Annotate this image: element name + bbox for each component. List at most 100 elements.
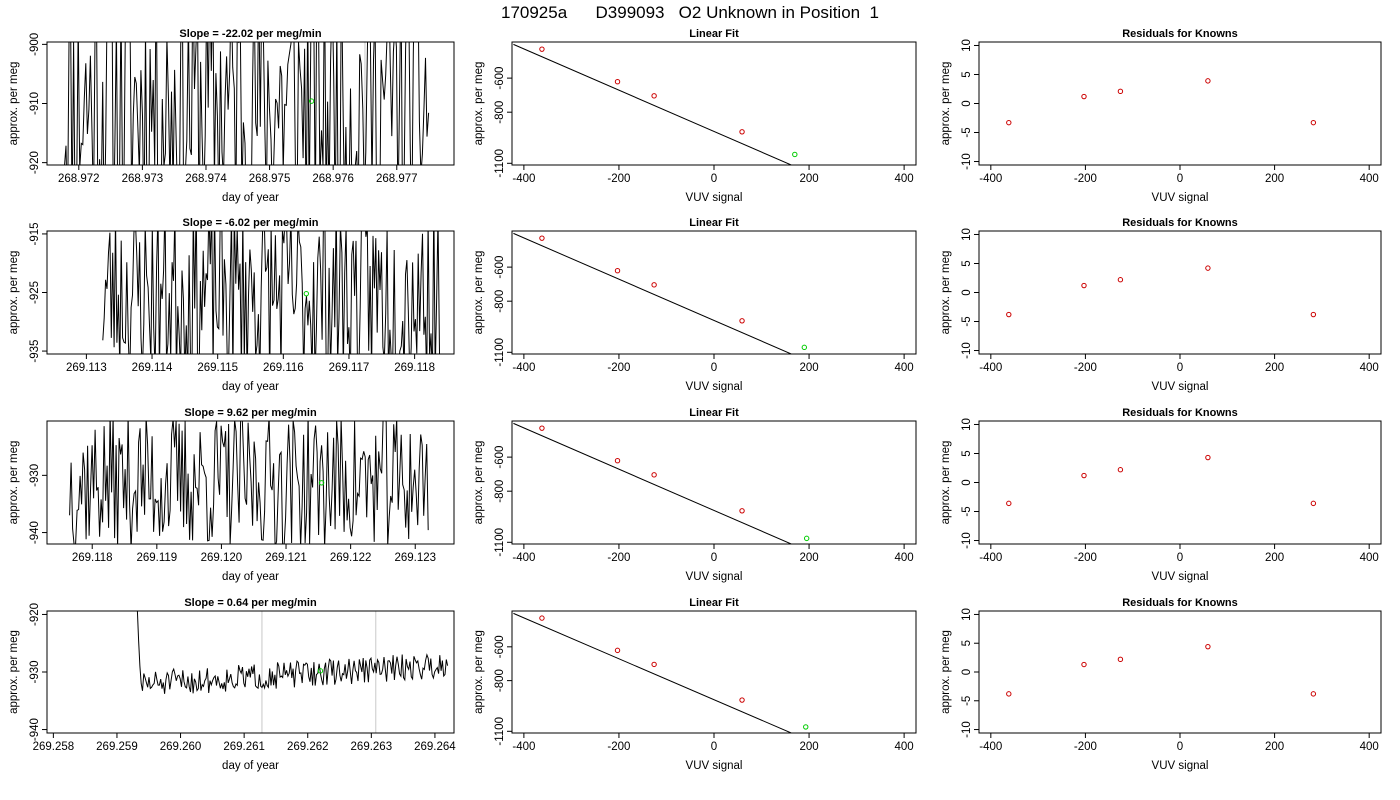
y-tick-label: -600 xyxy=(494,256,506,279)
x-tick-label: 200 xyxy=(799,741,818,753)
known-point xyxy=(1310,691,1317,697)
x-tick-label: 0 xyxy=(711,741,717,753)
y-axis-label: approx. per meg xyxy=(8,630,20,714)
y-tick-label: -1100 xyxy=(494,528,506,557)
y-tick-label: -10 xyxy=(961,721,973,738)
fit-line xyxy=(513,422,793,544)
x-tick-label: 0 xyxy=(1177,362,1183,374)
y-tick-label: 10 xyxy=(961,418,973,431)
known-point xyxy=(539,425,545,431)
x-tick-label: 269.115 xyxy=(197,362,238,374)
trace-line xyxy=(136,611,449,694)
plot-area xyxy=(513,43,850,178)
x-tick-label: 200 xyxy=(799,173,818,185)
y-tick-label: 0 xyxy=(961,289,973,295)
known-point xyxy=(846,553,850,557)
unknown-point xyxy=(792,151,798,158)
plot-area xyxy=(102,231,441,354)
known-point xyxy=(1081,93,1087,100)
plot-frame xyxy=(978,41,1382,166)
known-point xyxy=(1117,656,1124,663)
known-point xyxy=(614,78,621,85)
plot-frame xyxy=(511,230,917,355)
x-tick-label: 269.258 xyxy=(33,741,75,753)
panel-title: Linear Fit xyxy=(689,217,739,229)
panel-4-2: Linear Fit -400 -200 0 200 400 -1100 -800 -600 VU… xyxy=(473,597,917,772)
x-tick-label: 0 xyxy=(711,552,717,564)
x-tick-label: 268.972 xyxy=(58,173,100,185)
y-tick-label: -800 xyxy=(494,101,506,124)
y-tick-label: -800 xyxy=(494,480,506,503)
x-tick-label: 268.973 xyxy=(122,173,164,185)
y-tick-label: 0 xyxy=(961,100,973,106)
unknown-point xyxy=(303,290,309,297)
panel-3-3: Residuals for Knowns -400 -200 0 200 400 -10 -5… xyxy=(940,407,1382,583)
y-tick-label: -910 xyxy=(29,92,41,115)
y-tick-label: 5 xyxy=(961,71,973,77)
plot-area xyxy=(69,421,429,544)
known-point xyxy=(1310,119,1317,126)
x-tick-label: -200 xyxy=(1074,173,1097,185)
known-point xyxy=(1117,88,1124,95)
y-tick-label: -935 xyxy=(29,340,41,363)
y-tick-label: -930 xyxy=(29,464,41,487)
panel-3-1: Slope = 9.62 per meg/min 269.118 269.119 26… xyxy=(8,407,455,583)
y-tick-label: 10 xyxy=(961,228,973,241)
known-point xyxy=(651,93,657,99)
known-point xyxy=(1117,277,1124,283)
x-tick-label: 268.974 xyxy=(185,173,227,185)
x-tick-label: 0 xyxy=(1177,552,1183,564)
y-axis-label: approx. per meg xyxy=(473,630,485,714)
y-tick-label: -5 xyxy=(961,506,973,516)
x-axis-label: VUV signal xyxy=(1152,381,1209,393)
panel-4-3: Residuals for Knowns -400 -200 0 200 400 -10 -5… xyxy=(940,597,1382,772)
plot-area xyxy=(513,422,850,557)
x-axis-label: VUV signal xyxy=(1152,192,1209,204)
x-tick-label: 400 xyxy=(895,173,914,185)
y-tick-label: -600 xyxy=(494,67,506,90)
fit-line xyxy=(513,43,793,165)
x-tick-label: 269.119 xyxy=(136,552,177,564)
x-tick-label: 268.976 xyxy=(312,173,354,185)
y-tick-label: 5 xyxy=(961,640,973,646)
known-point xyxy=(539,235,545,241)
plot-frame xyxy=(978,230,1382,355)
y-tick-label: -1100 xyxy=(494,149,506,178)
y-tick-label: -920 xyxy=(29,603,41,626)
x-tick-label: -200 xyxy=(607,173,630,185)
x-tick-label: 0 xyxy=(1177,741,1183,753)
x-axis-label: day of year xyxy=(222,381,279,393)
known-point xyxy=(614,457,621,464)
known-point xyxy=(1310,500,1317,507)
panel-title: Residuals for Knowns xyxy=(1122,407,1238,419)
x-tick-label: 268.975 xyxy=(249,173,291,185)
known-point xyxy=(1117,467,1124,473)
y-tick-label: -920 xyxy=(29,151,41,174)
x-tick-label: 269.122 xyxy=(330,552,372,564)
known-point xyxy=(1006,311,1012,318)
y-tick-label: 0 xyxy=(961,479,973,485)
known-point xyxy=(739,508,745,514)
y-tick-label: -1100 xyxy=(494,717,506,746)
known-point xyxy=(1081,282,1087,289)
y-axis-label: approx. per meg xyxy=(473,441,485,525)
x-tick-label: 200 xyxy=(1265,173,1284,185)
plot-area xyxy=(1006,265,1317,318)
x-tick-label: 269.114 xyxy=(132,362,173,374)
y-axis-label: approx. per meg xyxy=(8,441,20,525)
unknown-point xyxy=(317,668,324,674)
fit-line xyxy=(513,612,793,733)
y-axis-label: approx. per meg xyxy=(8,62,20,146)
y-tick-label: -915 xyxy=(29,222,41,245)
x-tick-label: -400 xyxy=(979,362,1002,374)
plot-area xyxy=(136,611,449,733)
fit-line xyxy=(513,232,793,354)
unknown-point xyxy=(801,344,808,351)
known-point xyxy=(846,174,850,178)
known-point xyxy=(614,647,621,654)
known-point xyxy=(614,267,621,274)
x-tick-label: -200 xyxy=(1074,552,1097,564)
y-tick-label: -930 xyxy=(29,660,41,683)
panel-title: Residuals for Knowns xyxy=(1122,597,1238,609)
